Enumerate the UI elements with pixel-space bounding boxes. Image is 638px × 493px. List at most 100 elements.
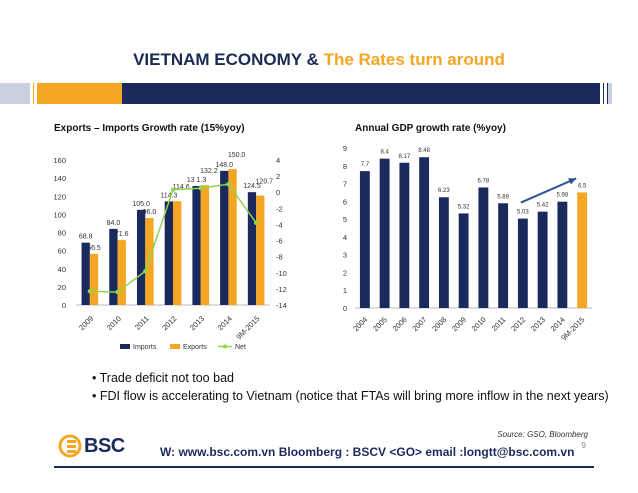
- y-tick-label: 5: [343, 215, 347, 224]
- header-stripe: [600, 83, 603, 104]
- y-tick-label: 1: [343, 286, 347, 295]
- legend-net-label: Net: [235, 344, 246, 351]
- gdp-bar: [419, 157, 430, 308]
- gdp-data-label: 8.4: [380, 150, 389, 156]
- y-tick-label: 7: [343, 180, 347, 189]
- gdp-data-label: 5.98: [557, 193, 569, 199]
- exports-bar: [228, 169, 237, 305]
- imports-bar: [136, 209, 146, 305]
- y-tick-label: 0: [62, 301, 66, 310]
- y2-tick-label: 0: [276, 188, 280, 197]
- imports-bar: [192, 186, 201, 305]
- bullet-item: • FDI flow is accelerating to Vietnam (n…: [92, 389, 609, 403]
- header-band-navy: [122, 83, 608, 104]
- legend-imports-label: Imports: [133, 344, 157, 351]
- title-accent: The Rates turn around: [323, 50, 505, 69]
- gdp-data-label: 8.48: [418, 148, 430, 154]
- exports-data-label: 56.5: [87, 245, 101, 252]
- gdp-bar: [458, 213, 469, 308]
- bullet-item: • Trade deficit not too bad: [92, 371, 234, 385]
- exports-bar: [145, 218, 154, 305]
- gdp-chart-title: Annual GDP growth rate (%yoy): [355, 123, 506, 134]
- y-tick-label: 4: [343, 233, 347, 242]
- header-band-orange: [30, 83, 122, 104]
- gdp-bar: [557, 201, 568, 308]
- gdp-data-label: 8.17: [399, 154, 411, 160]
- gdp-bar: [478, 187, 489, 308]
- y-tick-label: 60: [58, 247, 66, 256]
- x-tick-label: 2012: [160, 314, 178, 332]
- y-tick-label: 100: [53, 210, 66, 219]
- y-tick-label: 80: [58, 229, 66, 238]
- x-tick-label: 2004: [351, 315, 369, 333]
- header-band: [0, 83, 612, 104]
- trend-arrow-line: [520, 177, 577, 204]
- x-tick-label: 2013: [188, 314, 206, 332]
- gdp-data-label: 6.78: [478, 178, 490, 184]
- x-tick-label: 2014: [216, 314, 234, 332]
- exports-bar: [89, 253, 99, 305]
- imports-data-label: 13 1.3: [187, 177, 207, 184]
- imports-bar: [164, 201, 173, 305]
- y-tick-label: 0: [343, 304, 347, 313]
- gdp-chart: 0 1 2 3 4 5 6 7 8 9 7.7 2004 8.4 2005 8.17 2006 8.48 2007…: [343, 144, 592, 342]
- x-tick-label: 2010: [105, 314, 123, 332]
- y2-tick-label: -6: [276, 237, 283, 246]
- title-main: VIETNAM ECONOMY &: [133, 50, 324, 69]
- imports-data-label: 124.5: [243, 183, 261, 190]
- y-tick-label: 8: [343, 162, 347, 171]
- exports-data-label: 71.6: [115, 231, 129, 238]
- imports-data-label: 114.3: [160, 192, 177, 199]
- x-tick-label: 2011: [490, 315, 508, 333]
- imports-data-label: 84.0: [107, 220, 121, 227]
- y2-tick-label: -2: [276, 204, 283, 213]
- bsc-logo: BSC: [58, 433, 138, 459]
- y-tick-label: 140: [53, 174, 66, 183]
- imports-bar: [81, 242, 90, 305]
- legend-exports-label: Exports: [183, 344, 207, 351]
- y-tick-label: 6: [343, 197, 347, 206]
- gdp-bar: [379, 158, 390, 308]
- net-point: [253, 220, 259, 226]
- net-point: [170, 187, 176, 193]
- gdp-bar: [498, 203, 509, 308]
- y2-tick-label: 4: [276, 156, 280, 165]
- x-tick-label: 2005: [371, 315, 389, 333]
- y-tick-label: 160: [53, 156, 66, 165]
- header-stripe: [604, 83, 607, 104]
- footer-contact[interactable]: W: www.bsc.com.vn Bloomberg : BSCV <GO> …: [160, 445, 575, 459]
- gdp-data-label: 5.89: [497, 194, 509, 200]
- x-tick-label: 2009: [77, 314, 95, 332]
- net-point: [226, 181, 231, 187]
- net-point: [115, 289, 120, 295]
- gdp-data-label: 6.23: [438, 188, 450, 194]
- x-tick-label: 2009: [450, 315, 468, 333]
- gdp-data-label: 5.03: [517, 210, 529, 216]
- x-tick-label: 2008: [430, 315, 448, 333]
- y-tick-label: 20: [58, 283, 66, 292]
- exports-data-label: 132.2: [200, 168, 218, 175]
- x-tick-label: 9M-2015: [234, 314, 261, 341]
- exports-data-label: 150.0: [228, 152, 246, 159]
- slide-title: VIETNAM ECONOMY & The Rates turn around: [0, 50, 638, 70]
- bullet-list: • Trade deficit not too bad • FDI flow i…: [92, 369, 612, 405]
- imports-data-label: 68.8: [79, 234, 93, 241]
- gdp-data-label: 7.7: [361, 162, 370, 168]
- legend-exports-swatch: [170, 344, 180, 349]
- y-tick-label: 2: [343, 268, 347, 277]
- x-tick-label: 2007: [410, 315, 428, 333]
- gdp-bar: [537, 211, 548, 308]
- y-tick-label: 3: [343, 251, 347, 260]
- page-number: 9: [581, 441, 586, 450]
- gdp-data-label: 5.42: [537, 203, 549, 209]
- y2-tick-label: -12: [276, 285, 287, 294]
- exports-data-label: 96.0: [143, 209, 157, 216]
- footer-bar: [54, 466, 594, 468]
- trade-chart: 0 20 40 60 80 100 120 140 160 -14 -12 -10 -8 -6 -4 -2 0 2…: [53, 152, 287, 351]
- bsc-logo-mark-icon: [58, 434, 82, 458]
- gdp-bar: [517, 218, 528, 308]
- logo-text: BSC: [84, 435, 125, 457]
- gdp-bar: [577, 192, 588, 308]
- gdp-bar: [438, 197, 449, 308]
- gdp-data-label: 5.32: [458, 204, 470, 210]
